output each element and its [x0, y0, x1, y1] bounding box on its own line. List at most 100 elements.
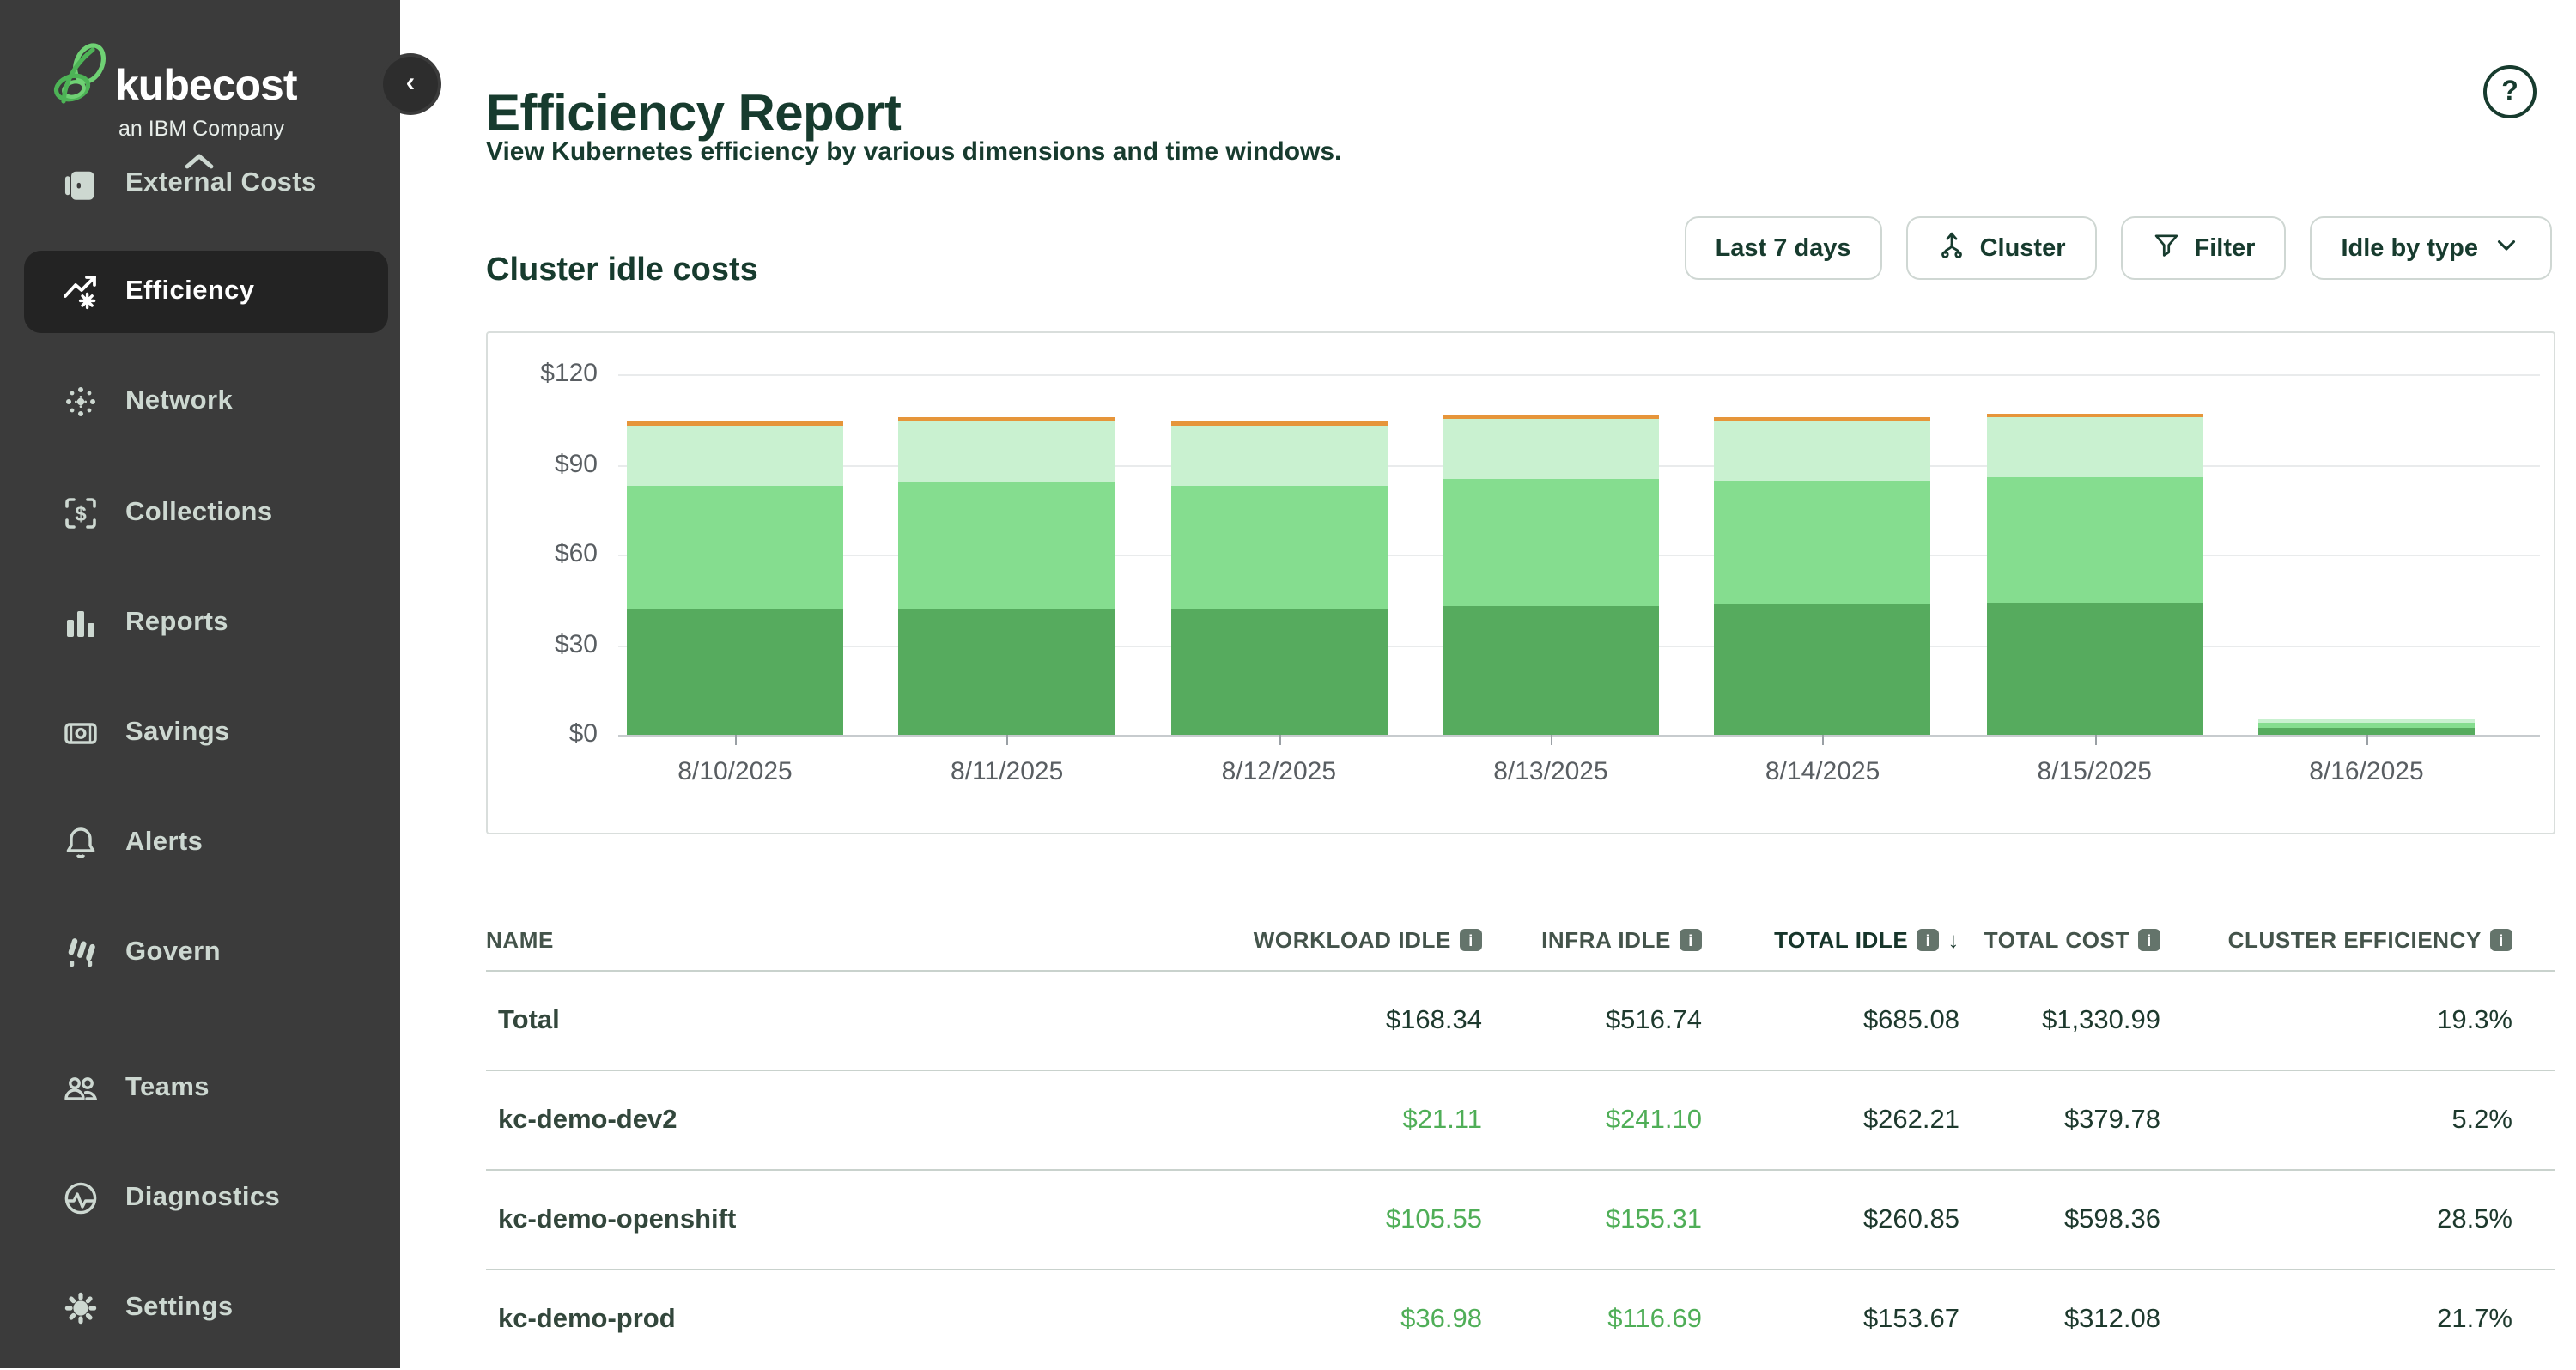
aggregate-button[interactable]: Cluster [1905, 216, 2097, 280]
sidebar-item-alerts[interactable]: Alerts [24, 802, 388, 884]
y-axis-tick-label: $0 [568, 719, 598, 749]
row-value: 5.2% [2451, 1105, 2512, 1134]
time-range-button[interactable]: Last 7 days [1684, 216, 1882, 280]
column-header-total-cost[interactable]: TOTAL COST i [1959, 927, 2160, 953]
column-header-name[interactable]: NAME [486, 927, 1104, 953]
bar-segment-light-green-segment [1986, 417, 2203, 478]
bar-segment-medium-green-segment [898, 482, 1115, 609]
main-content: Efficiency Report View Kubernetes effici… [400, 0, 2576, 1368]
info-icon[interactable]: i [2490, 929, 2512, 951]
bar-segment-orange-segment [1442, 415, 1659, 420]
bar-segment-orange-segment [898, 416, 1115, 421]
savings-icon [62, 714, 100, 752]
info-icon[interactable]: i [1917, 929, 1940, 951]
bar-segment-light-green-segment [627, 425, 843, 486]
y-axis-tick-label: $90 [554, 449, 598, 478]
table-row-total[interactable]: Total $168.34 $516.74 $685.08 $1,330.99 19.3% [486, 972, 2555, 1071]
efficiency-icon [62, 273, 100, 311]
bar-segment-dark-green-segment [627, 609, 843, 735]
bar-segment-dark-green-segment [1170, 609, 1388, 735]
sidebar-item-network[interactable]: Network [24, 361, 388, 443]
row-value: 28.5% [2437, 1204, 2512, 1234]
column-header-label: CLUSTER EFFICIENCY [2227, 927, 2482, 953]
teams-icon [62, 1070, 100, 1107]
sidebar-item-settings[interactable]: Settings [24, 1267, 388, 1349]
svg-text:$: $ [75, 502, 87, 525]
row-value: $155.31 [1605, 1204, 1702, 1234]
column-header-label: INFRA IDLE [1541, 927, 1671, 953]
column-header-label: NAME [486, 927, 554, 953]
table-header-row: NAME WORKLOAD IDLE i INFRA IDLE i TOTAL IDLE i… [486, 910, 2555, 972]
help-icon[interactable]: ? [2483, 65, 2537, 118]
bar-segment-dark-green-segment [1714, 603, 1931, 735]
bar-segment-medium-green-segment [1986, 477, 2203, 603]
x-axis-tick [2366, 735, 2368, 745]
scroll-up-chevron-icon[interactable] [182, 148, 216, 179]
row-value: $241.10 [1605, 1105, 1702, 1134]
bar-segment-light-green-segment [2257, 718, 2475, 723]
sidebar-item-label: Reports [125, 608, 228, 637]
collapse-sidebar-button[interactable]: ‹ [383, 57, 438, 112]
bar-segment-light-green-segment [1714, 421, 1931, 482]
bar-segment-orange-segment [1714, 416, 1931, 421]
info-icon[interactable]: i [2138, 929, 2160, 951]
sidebar-item-reports[interactable]: Reports [24, 582, 388, 664]
bar-segment-medium-green-segment [2257, 722, 2475, 728]
sidebar-item-efficiency[interactable]: Efficiency [24, 251, 388, 333]
stacked-bar[interactable] [627, 421, 843, 735]
aggregate-branch-icon [1937, 230, 1966, 266]
sidebar-item-external-costs[interactable]: External Costs [24, 142, 388, 225]
column-header-workload-idle[interactable]: WORKLOAD IDLE i [1104, 927, 1482, 953]
sidebar: kubecost an IBM Company ‹ External Costs… [0, 0, 438, 1368]
sidebar-item-label: Govern [125, 937, 221, 967]
row-value: 21.7% [2437, 1305, 2512, 1334]
bar-segment-dark-green-segment [1442, 605, 1659, 735]
bar-segment-medium-green-segment [1442, 479, 1659, 606]
column-header-infra-idle[interactable]: INFRA IDLE i [1482, 927, 1702, 953]
row-value: $105.55 [1385, 1204, 1482, 1234]
column-header-total-idle[interactable]: TOTAL IDLE i ↓ [1702, 927, 1959, 953]
sidebar-item-collections[interactable]: $ Collections [24, 472, 388, 555]
stacked-bar[interactable] [1170, 421, 1388, 735]
y-axis-tick-label: $120 [540, 359, 598, 388]
settings-icon [62, 1289, 100, 1327]
table-row-kc-demo-dev2[interactable]: kc-demo-dev2 $21.11 $241.10 $262.21 $379.78 5… [486, 1071, 2555, 1171]
stacked-bar[interactable] [898, 416, 1115, 735]
bar-segment-light-green-segment [1442, 419, 1659, 480]
row-value: $312.08 [2063, 1305, 2160, 1334]
stacked-bar[interactable] [1986, 413, 2203, 735]
x-axis-tick-label: 8/14/2025 [1765, 757, 1880, 786]
table-row-kc-demo-prod[interactable]: kc-demo-prod $36.98 $116.69 $153.67 $312.08 2… [486, 1270, 2555, 1370]
stacked-bar[interactable] [1714, 416, 1931, 735]
row-value: $153.67 [1862, 1305, 1959, 1334]
reports-icon [62, 604, 100, 642]
column-header-cluster-efficiency[interactable]: CLUSTER EFFICIENCY i [2160, 927, 2512, 953]
filter-button[interactable]: Filter [2120, 216, 2287, 280]
x-axis-tick [2094, 735, 2097, 745]
info-icon[interactable]: i [1460, 929, 1482, 951]
stacked-bar[interactable] [1442, 415, 1659, 735]
stacked-bar[interactable] [2257, 718, 2475, 735]
x-axis-tick-label: 8/13/2025 [1493, 757, 1608, 786]
column-header-label: TOTAL COST [1984, 927, 2129, 953]
row-value: 19.3% [2437, 1005, 2512, 1034]
bar-segment-orange-segment [1986, 413, 2203, 418]
sidebar-item-diagnostics[interactable]: Diagnostics [24, 1157, 388, 1240]
x-axis-tick [1279, 735, 1281, 745]
x-axis-tick-label: 8/12/2025 [1221, 757, 1337, 786]
row-value: $598.36 [2063, 1204, 2160, 1234]
idle-cost-chart: $0 $30 $60 $90 $120 8/10/2025 8/11/2025 8/12/20… [486, 331, 2555, 834]
sidebar-item-govern[interactable]: Govern [24, 912, 388, 994]
info-icon[interactable]: i [1680, 929, 1702, 951]
x-axis-tick [735, 735, 737, 745]
aggregate-label: Cluster [1979, 234, 2066, 262]
sidebar-item-savings[interactable]: Savings [24, 692, 388, 774]
idle-by-type-dropdown[interactable]: Idle by type [2310, 216, 2552, 280]
gridline [618, 374, 2540, 376]
bar-segment-orange-segment [1170, 421, 1388, 426]
table-row-kc-demo-openshift[interactable]: kc-demo-openshift $105.55 $155.31 $260.85 $5… [486, 1171, 2555, 1270]
table-body: Total $168.34 $516.74 $685.08 $1,330.99 19.3%… [486, 972, 2555, 1370]
x-axis-tick-label: 8/11/2025 [951, 757, 1064, 786]
sidebar-item-teams[interactable]: Teams [24, 1047, 388, 1130]
